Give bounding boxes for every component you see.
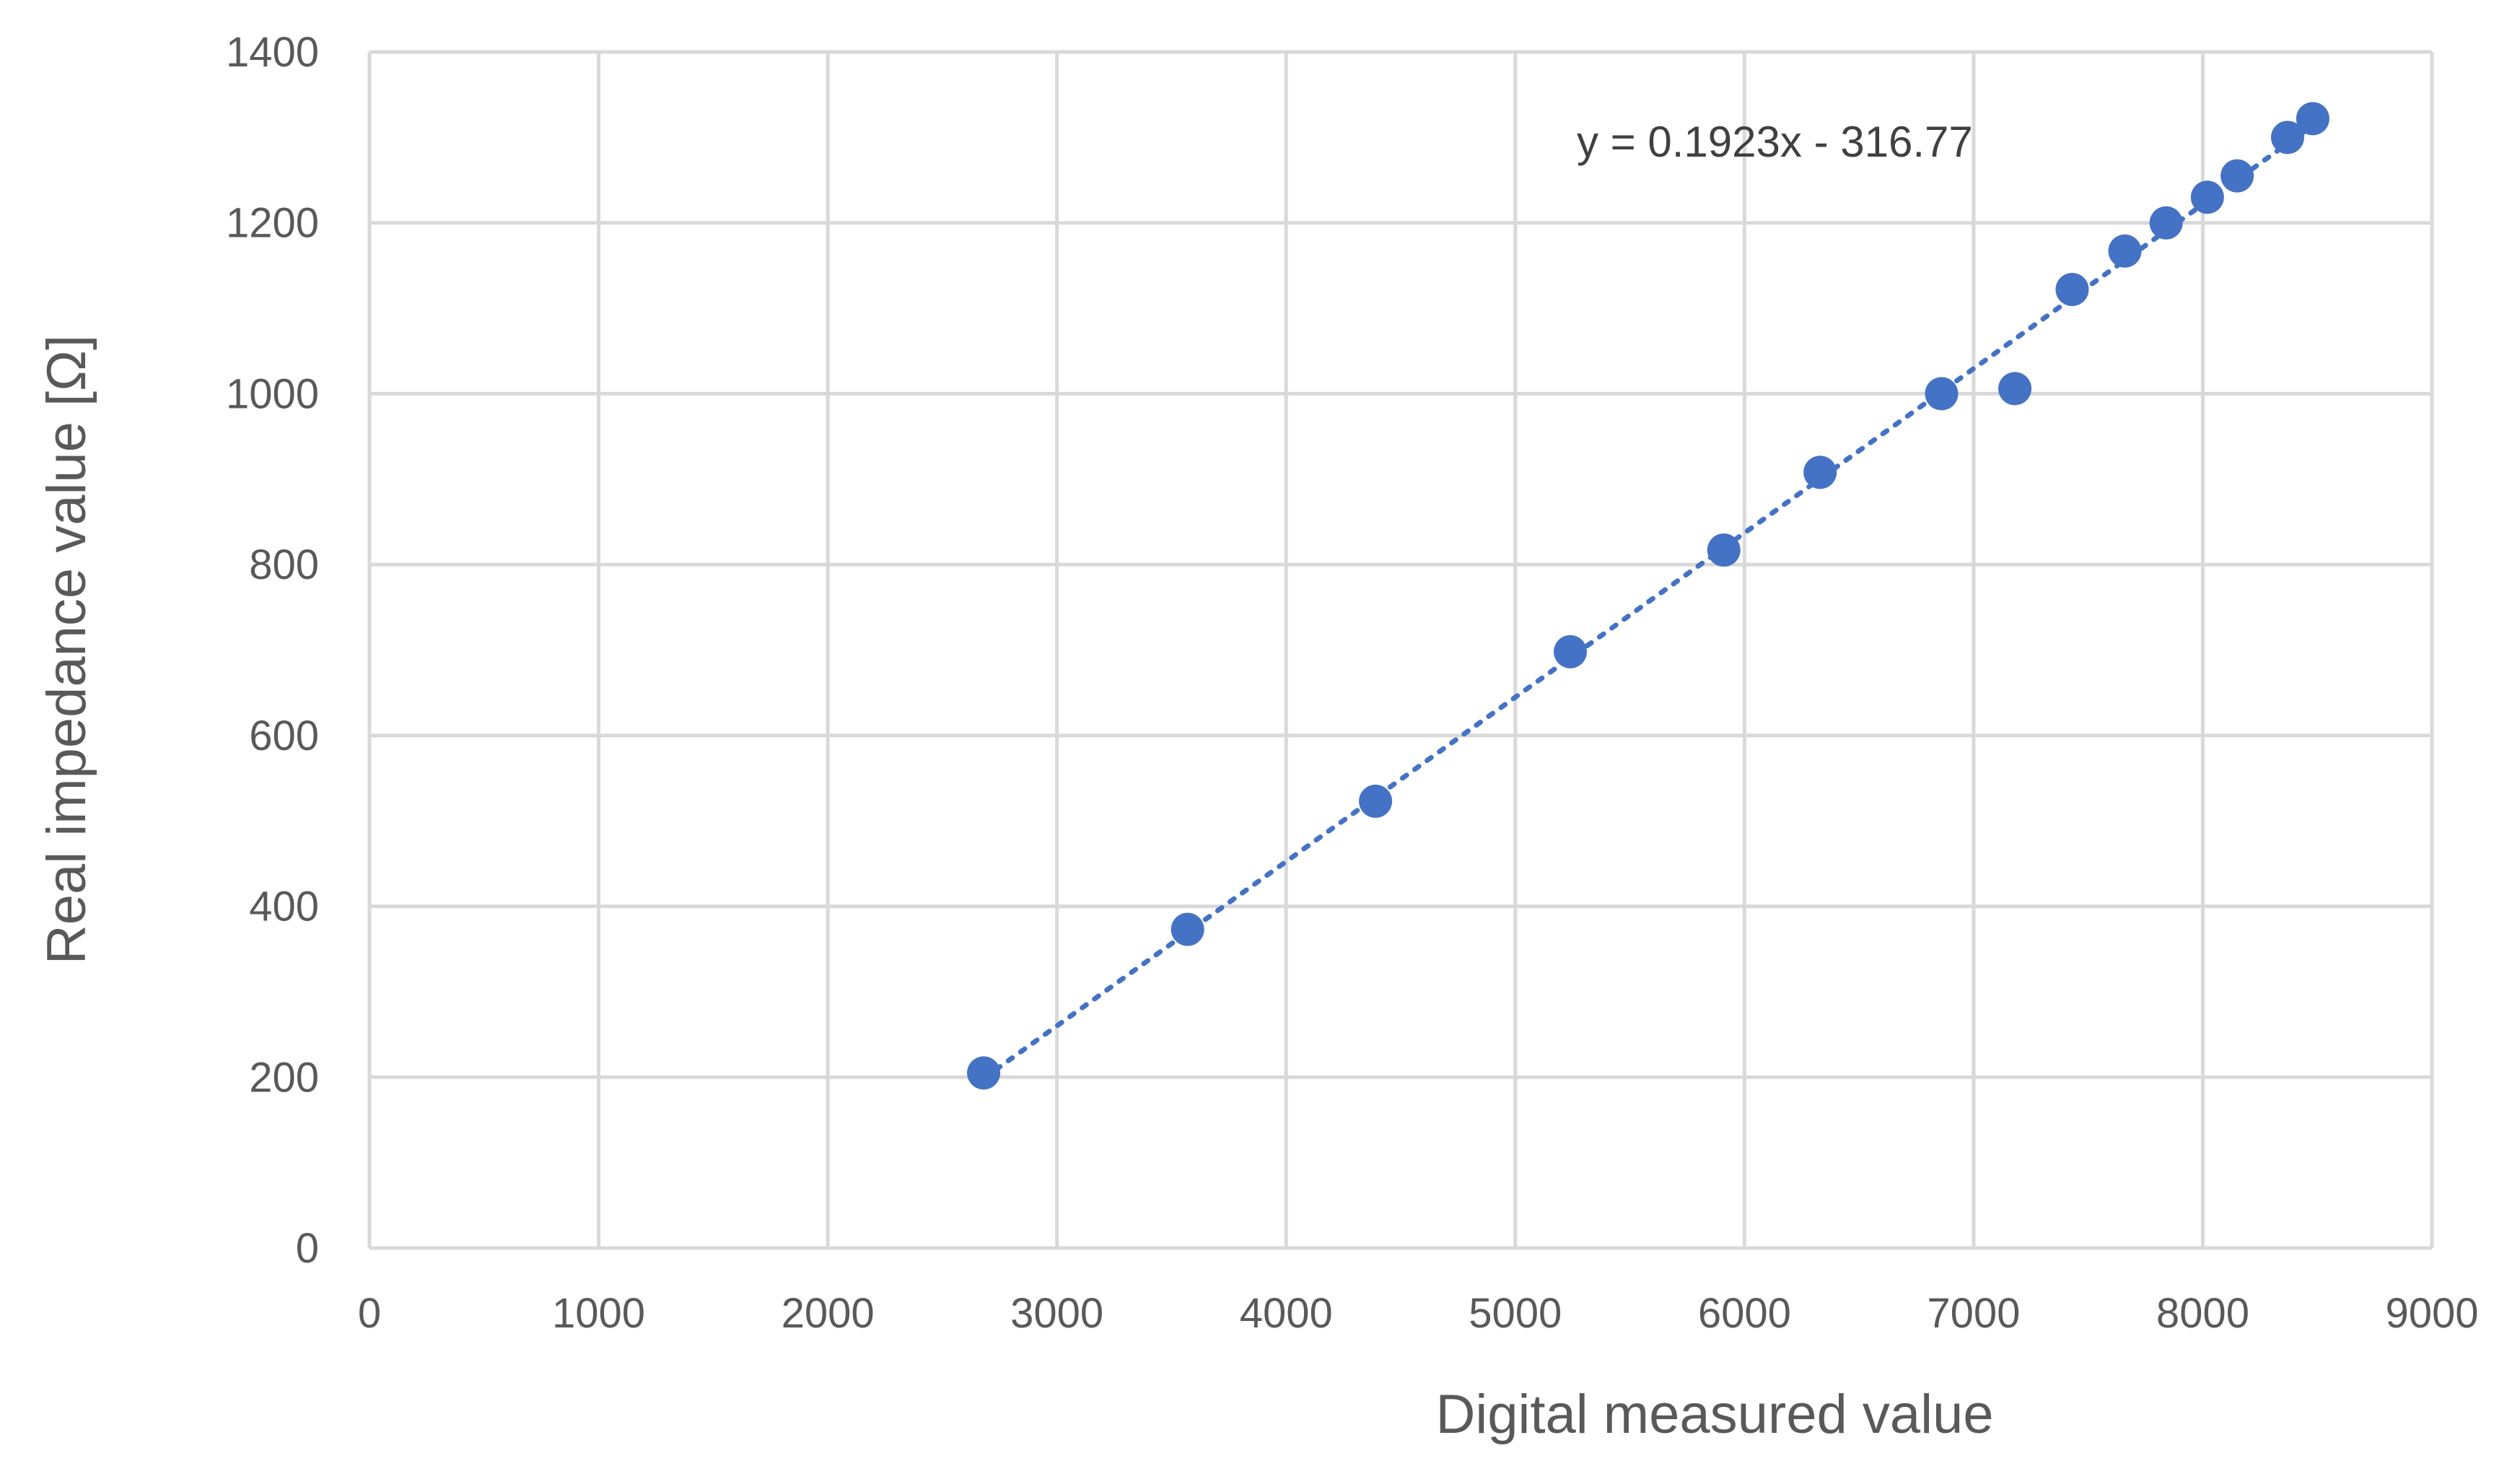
data-point — [2190, 180, 2224, 214]
x-tick-label-2000: 2000 — [782, 1290, 875, 1337]
y-tick-label-0: 0 — [296, 1225, 319, 1272]
y-tick-label-1000: 1000 — [226, 370, 319, 417]
data-point — [1359, 784, 1393, 818]
data-point — [2108, 234, 2142, 268]
data-point — [2221, 159, 2254, 193]
data-point — [1925, 377, 1959, 411]
data-point — [2270, 121, 2304, 154]
axes — [367, 52, 2432, 1250]
y-tick-label-1400: 1400 — [226, 29, 319, 76]
grid — [369, 50, 2434, 1248]
x-tick-label-7000: 7000 — [1927, 1290, 2020, 1337]
y-tick-label-1200: 1200 — [226, 200, 319, 247]
trendline-equation-label: y = 0.1923x - 316.77 — [1577, 118, 1973, 166]
x-axis-title: Digital measured value — [1435, 1384, 1993, 1445]
y-tick-label-800: 800 — [249, 541, 319, 588]
y-axis-title: Real impedance value [Ω] — [36, 335, 97, 964]
y-tick-label-400: 400 — [249, 884, 319, 930]
trendline — [981, 123, 2316, 1081]
x-tick-label-8000: 8000 — [2156, 1290, 2249, 1337]
data-point — [967, 1056, 1001, 1090]
data-point — [2055, 273, 2089, 307]
data-points — [967, 102, 2329, 1090]
data-point — [1553, 634, 1587, 668]
x-tick-label-5000: 5000 — [1469, 1290, 1562, 1337]
data-point — [1998, 372, 2032, 406]
data-point — [2296, 102, 2329, 136]
y-tick-label-200: 200 — [249, 1054, 319, 1101]
trendline-layer — [981, 123, 2316, 1081]
x-tick-label-3000: 3000 — [1010, 1290, 1103, 1337]
data-point — [1707, 533, 1741, 567]
y-tick-label-600: 600 — [249, 712, 319, 759]
x-tick-label-1000: 1000 — [552, 1290, 645, 1337]
tick-labels: 0 1000 2000 3000 4000 5000 6000 7000 8000 9000 0 20… — [226, 29, 2479, 1337]
x-tick-label-4000: 4000 — [1240, 1290, 1333, 1337]
x-tick-label-0: 0 — [358, 1290, 381, 1337]
data-point — [1171, 912, 1204, 946]
data-point — [1803, 455, 1837, 489]
data-point — [2149, 206, 2183, 240]
x-tick-label-6000: 6000 — [1698, 1290, 1791, 1337]
x-tick-label-9000: 9000 — [2385, 1290, 2478, 1337]
